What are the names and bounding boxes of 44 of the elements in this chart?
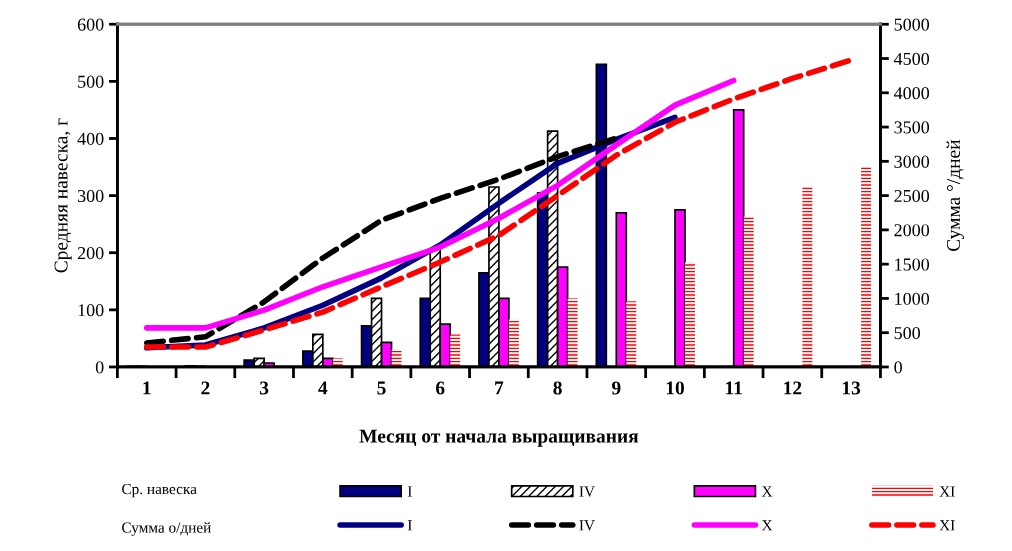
y-axis-title: Средняя навеска, г — [54, 118, 72, 273]
y2-tick-label: 0 — [894, 361, 902, 374]
legend-label: I — [407, 486, 412, 497]
y-tick-label: 200 — [77, 246, 104, 260]
x-tick-label: 1 — [143, 381, 151, 395]
x-tick-label: 9 — [611, 381, 621, 395]
x-tick-label: 2 — [201, 381, 210, 395]
x-tick-label: 4 — [318, 381, 328, 395]
y-tick-label: 0 — [95, 361, 104, 374]
legend-label: IV — [579, 486, 595, 497]
y2-tick-label: 500 — [894, 326, 921, 340]
y2-tick-label: 3000 — [894, 155, 930, 168]
y2-tick-label: 5000 — [894, 18, 930, 31]
y2-tick-label: 2500 — [894, 189, 930, 203]
y-tick-label: 600 — [77, 18, 104, 31]
y-tick-label: 400 — [77, 132, 104, 145]
x-axis-title: Месяц от начала выращивания — [359, 429, 639, 447]
x-tick-label: 3 — [260, 381, 269, 395]
y2-tick-label: 4500 — [893, 52, 930, 65]
x-tick-label: 12 — [784, 381, 802, 395]
text: Сумма о/дней — [122, 522, 211, 536]
legend-label: XI — [939, 486, 955, 497]
legend-label: I — [407, 520, 412, 531]
text: Ср. навеска — [122, 483, 197, 498]
y2-tick-label: 1500 — [895, 258, 930, 271]
y2-tick-label: 2000 — [894, 224, 930, 237]
legend-label: X — [761, 520, 773, 531]
x-tick-label: 6 — [436, 381, 445, 395]
legend-label: X — [761, 486, 773, 497]
x-tick-label: 10 — [666, 381, 684, 395]
y2-axis-title: Сумма °/дней — [946, 139, 965, 252]
y-tick-label: 300 — [77, 189, 104, 203]
y-tick-label: 100 — [78, 304, 104, 317]
legend-label: XI — [939, 520, 955, 531]
x-tick-label: 13 — [842, 381, 861, 395]
x-tick-label: 8 — [553, 381, 562, 395]
y2-tick-label: 1000 — [895, 292, 930, 305]
legend-label: IV — [579, 520, 595, 531]
y2-tick-label: 4000 — [893, 87, 930, 100]
x-tick-label: 7 — [495, 381, 504, 395]
x-tick-label: 5 — [377, 381, 386, 395]
x-tick-label: 11 — [726, 381, 742, 395]
y2-tick-label: 3500 — [894, 121, 930, 134]
y-tick-label: 500 — [78, 75, 104, 88]
